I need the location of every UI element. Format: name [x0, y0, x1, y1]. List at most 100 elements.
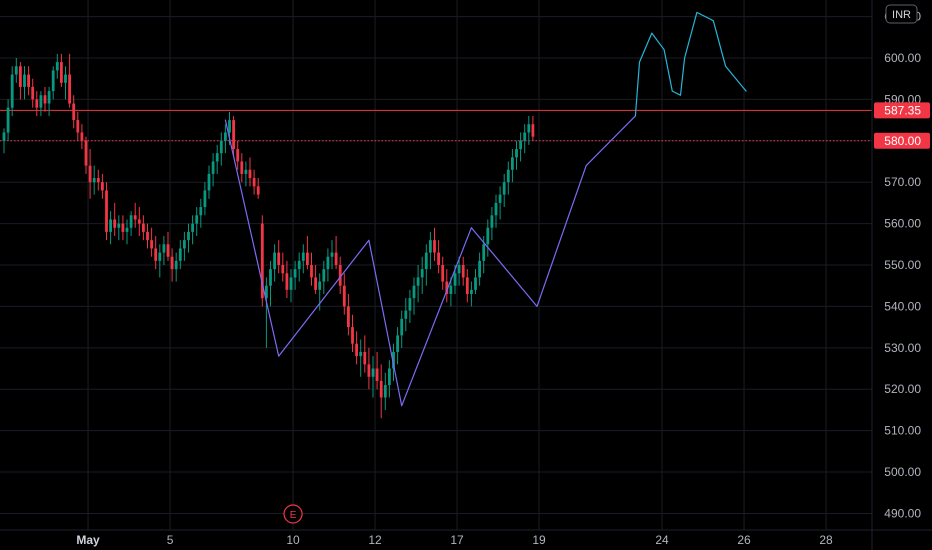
candle-body: [23, 74, 26, 87]
candle: [60, 53, 63, 87]
trend-line[interactable]: [224, 115, 637, 407]
candle: [109, 211, 112, 245]
candle-body: [199, 207, 203, 216]
candle-body: [187, 231, 190, 241]
candle-body: [146, 231, 149, 241]
candle: [19, 62, 22, 100]
candle-body: [322, 269, 326, 282]
candle-body: [117, 223, 121, 228]
candle-body: [441, 265, 445, 282]
candle: [64, 66, 67, 100]
x-tick-label: 26: [737, 533, 751, 547]
candle-body: [224, 132, 227, 141]
candle: [515, 140, 518, 170]
candle: [47, 86, 51, 116]
candle-body: [72, 103, 76, 121]
candle-body: [314, 277, 317, 290]
candle-body: [511, 157, 514, 170]
candle: [80, 124, 84, 150]
candle-body: [502, 182, 506, 195]
candle: [281, 252, 285, 282]
candle-body: [121, 223, 125, 232]
candle-body: [125, 227, 129, 232]
candle-body: [306, 252, 309, 265]
candle-body: [338, 265, 342, 286]
candle: [277, 240, 281, 274]
candle: [445, 269, 449, 303]
candle: [293, 260, 297, 290]
candle: [355, 331, 358, 365]
trend-line[interactable]: [634, 11, 747, 117]
candle-body: [232, 120, 235, 150]
candles: [2, 53, 535, 419]
time-axis[interactable]: May 5 10 12 17 19 24 26 28: [0, 529, 932, 547]
candle: [199, 198, 203, 228]
candle-body: [285, 273, 289, 290]
candle: [150, 227, 153, 257]
candle-body: [416, 277, 420, 286]
candle: [342, 273, 346, 315]
candle: [27, 66, 30, 96]
candle-body: [515, 149, 518, 158]
candle: [105, 182, 108, 241]
candle-body: [137, 219, 141, 224]
earnings-event-marker[interactable]: E: [283, 504, 303, 524]
candle-body: [347, 306, 350, 328]
x-tick-label: May: [76, 533, 100, 547]
candle: [388, 360, 391, 398]
candle-body: [289, 277, 293, 290]
candle: [359, 339, 363, 377]
price-tag-background: [874, 102, 930, 119]
candle-body: [150, 240, 153, 249]
candle: [244, 161, 248, 187]
candle: [285, 260, 289, 299]
candle-body: [355, 343, 358, 357]
candle-body: [420, 269, 424, 278]
candle-body: [465, 277, 469, 294]
candle: [2, 128, 6, 154]
candle: [195, 207, 199, 237]
y-tick-label: 520.00: [884, 382, 921, 396]
candle-body: [519, 140, 522, 150]
candle-body: [375, 368, 379, 381]
y-tick-label: 550.00: [884, 258, 921, 272]
candle: [88, 149, 92, 199]
candle: [101, 173, 104, 199]
candle: [519, 132, 522, 162]
candle: [511, 149, 514, 183]
candle: [121, 215, 125, 241]
y-tick-label: 600.00: [884, 51, 921, 65]
candle-body: [10, 74, 14, 108]
candle: [429, 231, 432, 270]
candle-body: [527, 124, 531, 133]
candle-body: [64, 74, 67, 83]
candle-body: [445, 281, 449, 294]
candle-body: [256, 186, 260, 195]
candle: [166, 231, 170, 261]
candle-body: [301, 252, 305, 261]
candle: [170, 248, 174, 282]
candle: [297, 252, 301, 282]
candle-body: [453, 273, 457, 286]
candle: [92, 165, 96, 195]
candle-body: [494, 202, 498, 216]
candle: [265, 277, 268, 348]
candle: [55, 53, 59, 79]
candle: [449, 277, 453, 307]
candle-body: [96, 178, 100, 183]
candle: [371, 356, 375, 398]
candle-body: [461, 265, 465, 278]
candle-body: [183, 240, 186, 249]
candle: [326, 248, 330, 282]
candle: [191, 215, 194, 245]
y-tick-label: 560.00: [884, 217, 921, 231]
event-circle: [283, 504, 303, 524]
candle: [379, 364, 383, 419]
candle-body: [506, 169, 510, 183]
candle-body: [195, 215, 199, 224]
candle: [474, 269, 477, 294]
candle: [457, 256, 461, 286]
currency-badge[interactable]: INR: [885, 4, 918, 24]
